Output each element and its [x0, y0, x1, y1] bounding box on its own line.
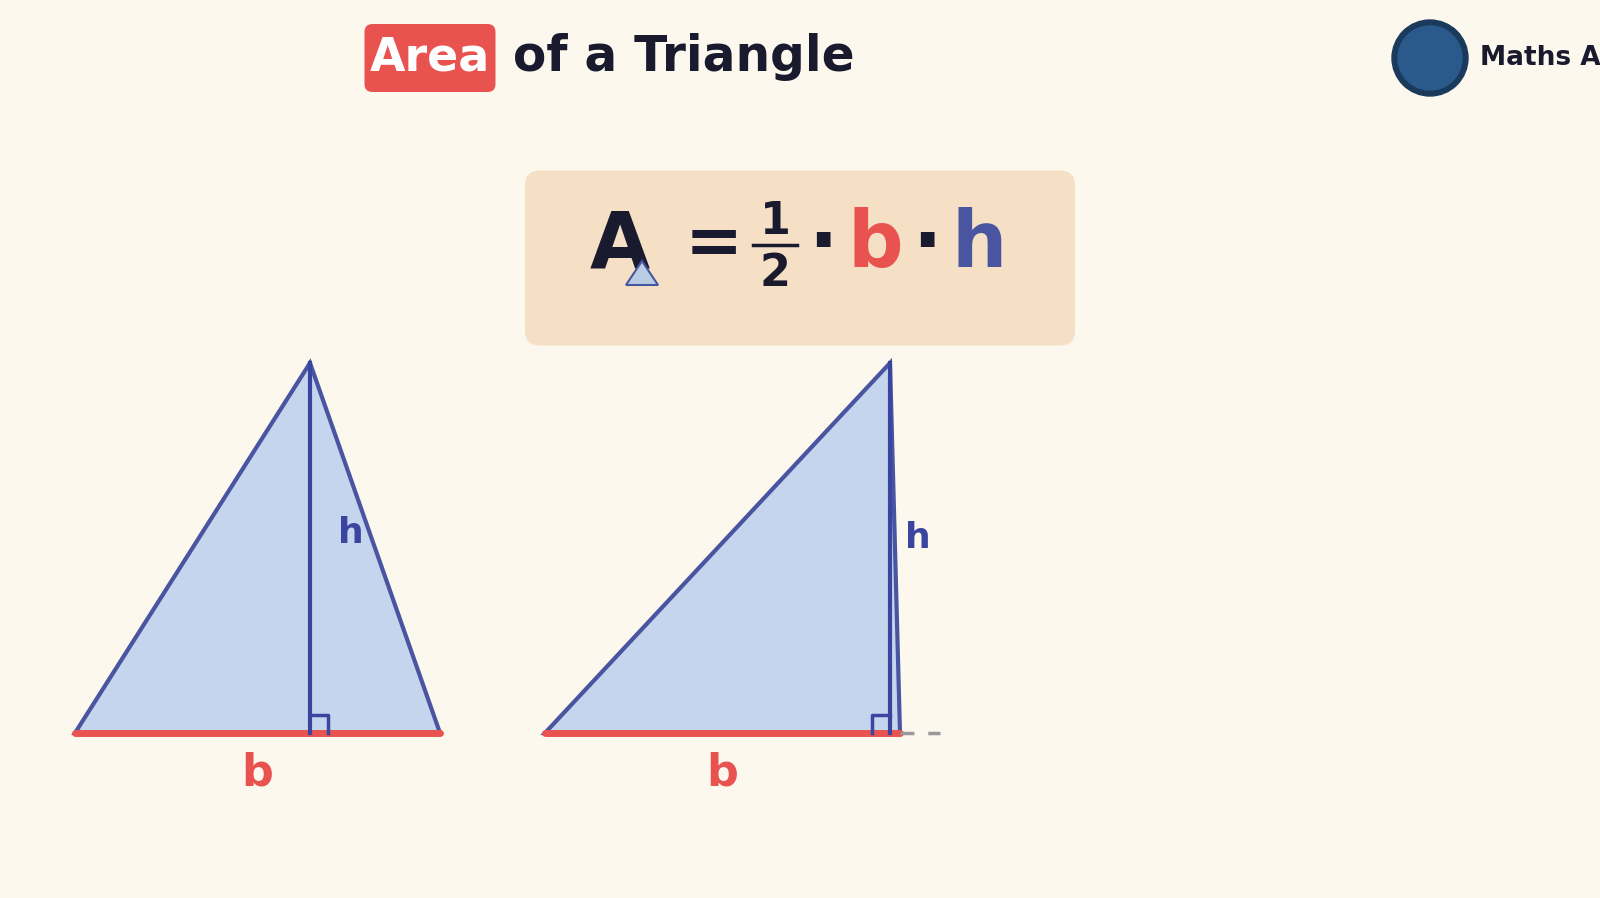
Text: Area: Area [370, 36, 490, 81]
FancyBboxPatch shape [365, 24, 496, 92]
Text: b: b [707, 751, 739, 794]
Polygon shape [626, 261, 658, 285]
Circle shape [1398, 26, 1462, 90]
Text: h: h [952, 207, 1006, 283]
Text: 1: 1 [760, 199, 790, 242]
Text: 2: 2 [760, 251, 790, 295]
Text: =: = [685, 212, 744, 278]
Text: Maths Angel: Maths Angel [1480, 45, 1600, 71]
Text: h: h [906, 521, 931, 555]
Circle shape [1392, 20, 1469, 96]
Text: ·: · [912, 207, 942, 283]
Text: of a Triangle: of a Triangle [496, 33, 854, 81]
Polygon shape [75, 363, 440, 733]
Text: ·: · [808, 207, 838, 283]
Text: b: b [846, 207, 902, 283]
Polygon shape [546, 363, 899, 733]
Text: b: b [242, 751, 274, 794]
Text: h: h [338, 516, 363, 550]
FancyBboxPatch shape [525, 171, 1075, 346]
Text: A: A [590, 207, 650, 283]
